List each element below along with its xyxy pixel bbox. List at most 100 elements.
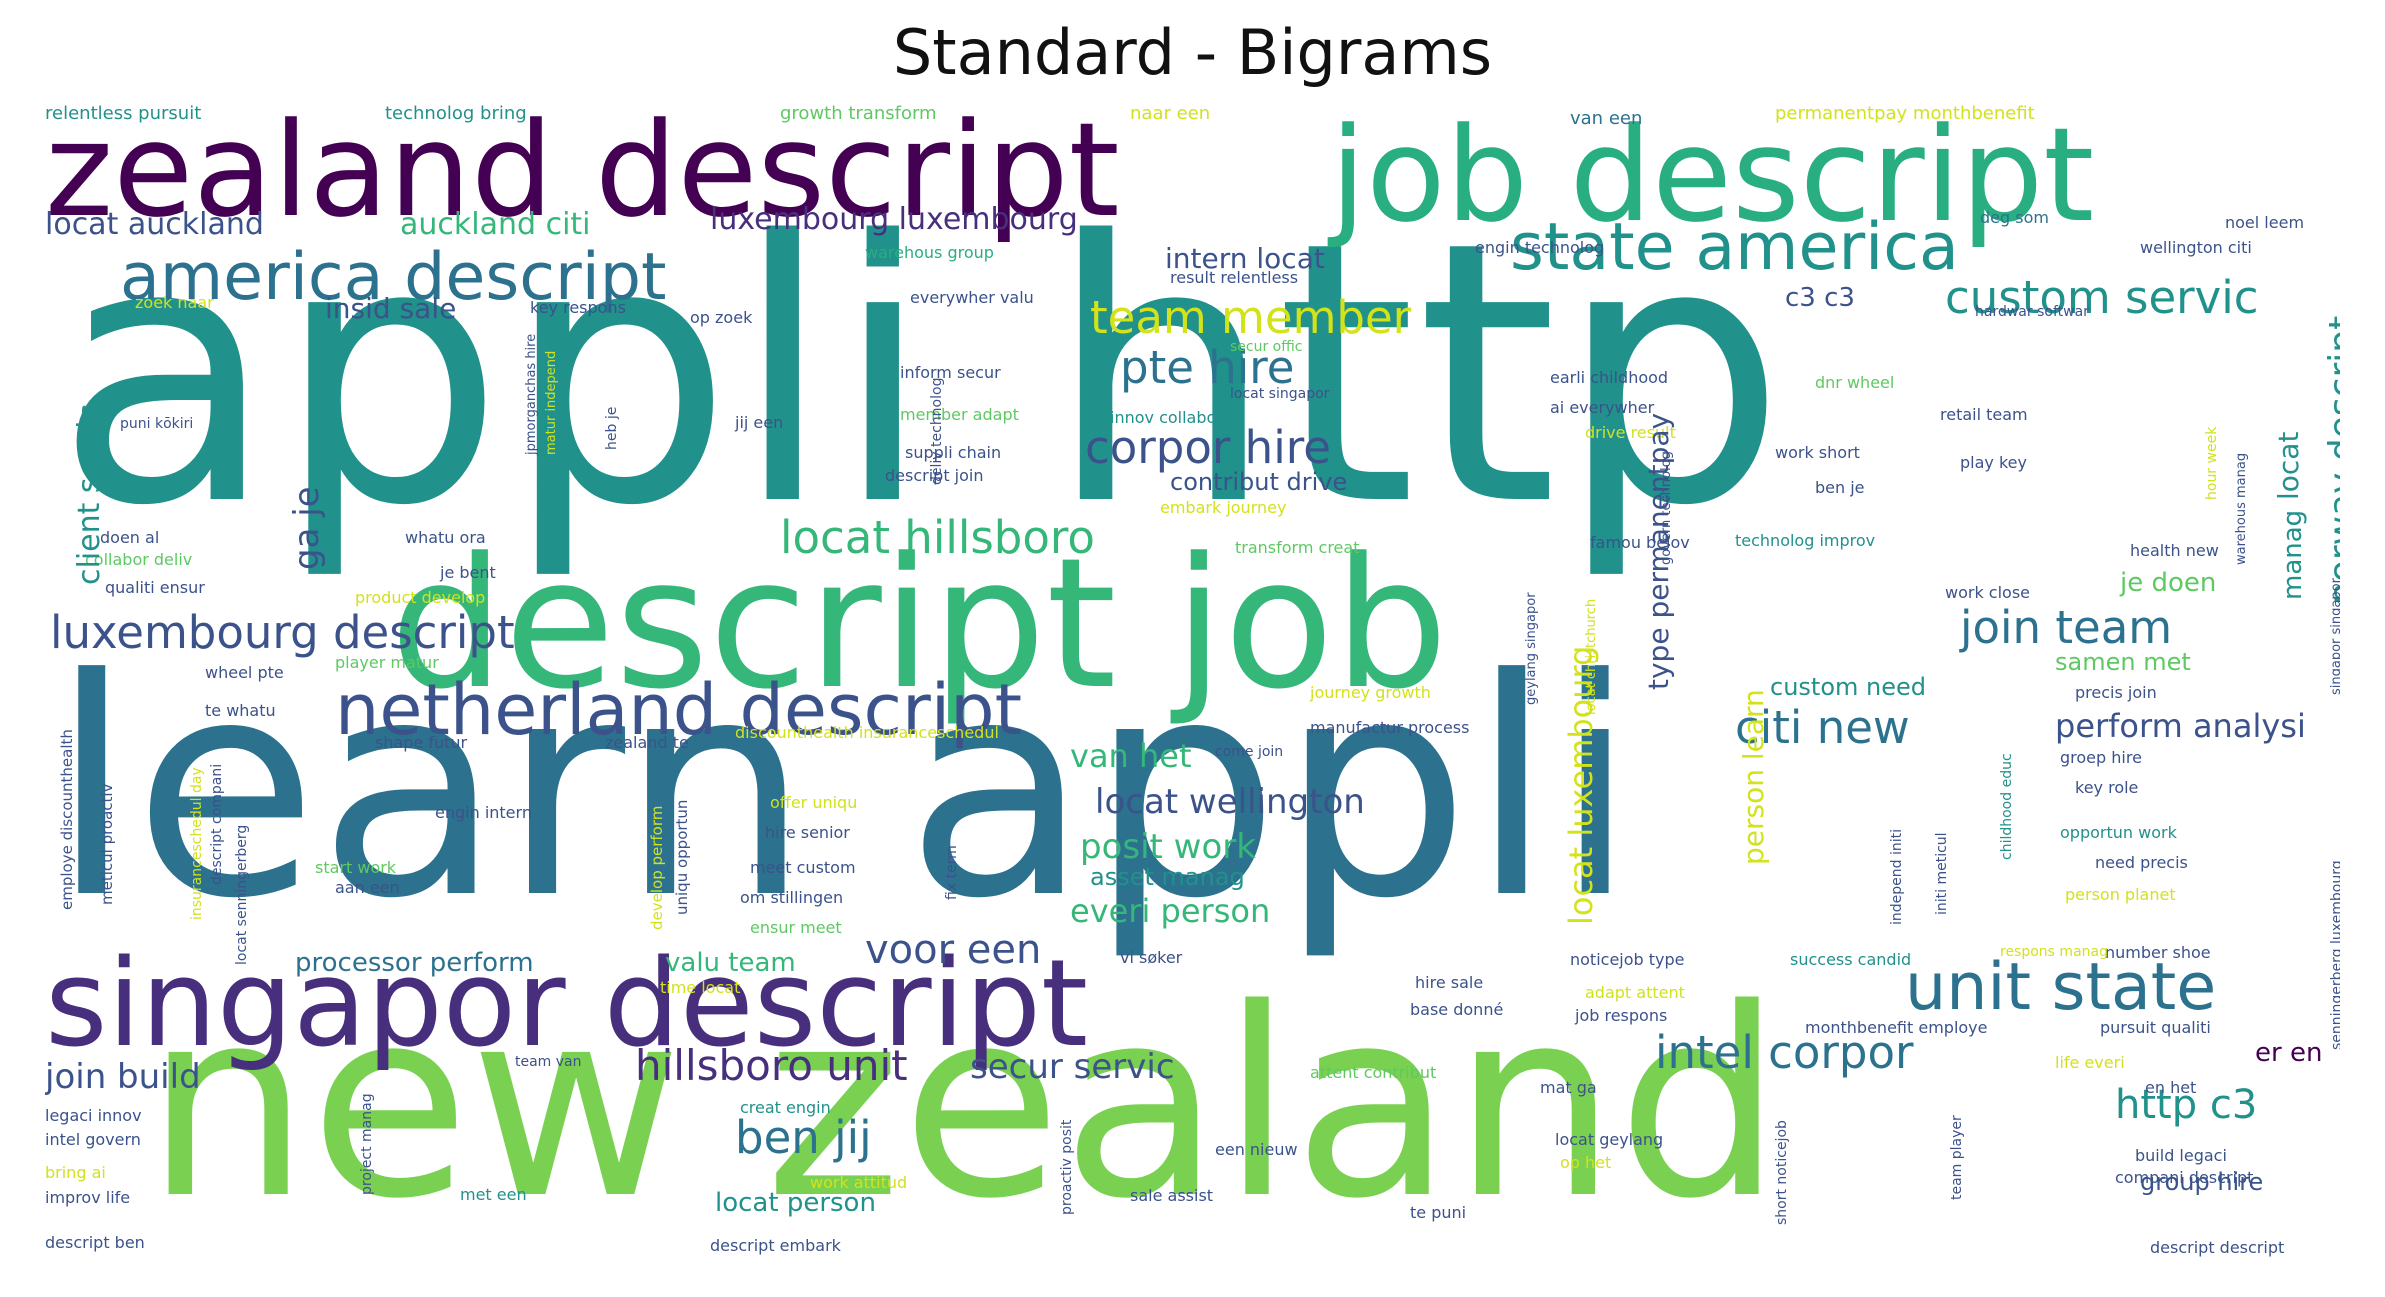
word-cloud-term: job respons [1575, 1006, 1668, 1025]
word-cloud-term: everi person [1070, 892, 1271, 930]
word-cloud-term: engin technolog [1475, 238, 1605, 257]
word-cloud-term: custom servic [1945, 271, 2259, 324]
word-cloud-term: shape futur [375, 733, 468, 752]
word-cloud-term: descript compani [209, 763, 225, 885]
word-cloud-term: employe discounthealth [58, 729, 76, 910]
word-cloud-term: pte hire [1120, 341, 1295, 394]
word-cloud-term: short noticejob [1774, 1120, 1790, 1225]
word-cloud-term: posit work [1080, 827, 1256, 867]
word-cloud-term: number shoe [2105, 943, 2211, 962]
word-cloud-term: senningerberg luxembourg [2329, 860, 2340, 1050]
word-cloud-term: sale assist [1130, 1186, 1214, 1205]
word-cloud-term: locat senningerberg [234, 824, 250, 965]
word-cloud-term: zealand descript [45, 95, 1120, 246]
word-cloud-term: play key [1960, 453, 2027, 472]
word-cloud-term: success candid [1790, 950, 1912, 969]
word-cloud-term: netherland descript [335, 669, 1023, 751]
word-cloud-term: groep hire [2060, 748, 2142, 767]
word-cloud-term: puni kōkiri [120, 416, 194, 432]
word-cloud-term: build legaci [2135, 1146, 2227, 1165]
word-cloud-term: perform analysi [2055, 707, 2306, 745]
word-cloud-term: embark journey [1160, 498, 1287, 517]
word-cloud-term: geylang singapor [1524, 592, 1539, 705]
word-cloud-term: result relentless [1170, 268, 1299, 287]
word-cloud-term: singapor singapor [2329, 578, 2340, 695]
word-cloud-term: en het [2145, 1078, 2197, 1097]
word-cloud-term: vi søker [1120, 948, 1183, 967]
word-cloud-term: meet custom [750, 858, 856, 877]
word-cloud-term: intel govern [45, 1130, 141, 1149]
word-cloud-term: everywher valu [910, 288, 1034, 307]
word-cloud-term: locat hillsboro [780, 511, 1095, 564]
word-cloud-term: base donné [1410, 1000, 1504, 1019]
word-cloud-term: asset manag [1090, 863, 1245, 891]
word-cloud-term: state america [1510, 210, 1959, 285]
word-cloud-term: valu team [665, 948, 796, 978]
word-cloud-term: matur independ [544, 350, 559, 455]
word-cloud-term: adapt attent [1585, 983, 1685, 1002]
word-cloud-term: er en [2255, 1038, 2323, 1068]
word-cloud-term: naar een [1130, 103, 1211, 124]
word-cloud-term: time locat [660, 978, 741, 997]
word-cloud-term: deg som [1980, 208, 2049, 227]
word-cloud-term: hire senior [765, 823, 850, 842]
word-cloud-term: fix term [944, 845, 960, 900]
word-cloud-term: new zealand [145, 954, 1783, 1256]
word-cloud-term: team player [1949, 1115, 1965, 1200]
word-cloud-term: project manag [359, 1093, 375, 1195]
word-cloud-term: improv life [45, 1188, 131, 1207]
word-cloud-term: mat ga [1540, 1078, 1597, 1097]
word-cloud-term: innov collabor [1110, 408, 1223, 427]
word-cloud-term: retail team [1940, 405, 2028, 424]
word-cloud-term: van een [1570, 108, 1643, 129]
word-cloud-term: team member [1090, 291, 1412, 344]
word-cloud-term: appli http [55, 165, 1787, 584]
word-cloud-term: drive result [1585, 423, 1676, 442]
word-cloud-term: key role [2075, 778, 2139, 797]
word-cloud-term: ai everywher [1550, 398, 1655, 417]
word-cloud-term: work close [1945, 583, 2031, 602]
word-cloud-term: health new [2130, 541, 2219, 560]
word-cloud-term: player matur [335, 653, 439, 672]
word-cloud-term: ben jij [735, 1111, 872, 1164]
word-cloud-term: inform secur [900, 363, 1001, 382]
word-cloud-term: heb je [604, 406, 620, 450]
word-cloud-term: client servic [72, 404, 107, 585]
word-cloud-term: hardwar softwar [1975, 304, 2089, 320]
word-cloud: appli http learn appli new zealand descript… [45, 95, 2340, 1270]
word-cloud-term: te whatu [205, 701, 276, 720]
chart-title: Standard - Bigrams [892, 16, 1493, 89]
word-cloud-term: secur servic [970, 1047, 1175, 1087]
word-cloud-term: permanentpay monthbenefit [1775, 103, 2035, 124]
word-cloud-term: locat auckland [45, 207, 264, 242]
word-cloud-term: te puni [1410, 1203, 1467, 1222]
word-cloud-term: offer uniqu [770, 793, 858, 812]
word-cloud-term: luxembourg descript [50, 606, 515, 659]
word-cloud-term: locat wellington [1095, 782, 1365, 822]
word-cloud-term: proactiv posit [1059, 1119, 1075, 1215]
word-cloud-term: learn appli [50, 615, 1637, 964]
word-cloud-term: je bent [440, 563, 496, 582]
word-cloud-term: suppli chain [905, 443, 1002, 462]
word-cloud-term: team van [515, 1054, 582, 1070]
word-cloud-term: group hire [2140, 1168, 2264, 1196]
word-cloud-term: intern locat [1165, 242, 1325, 275]
word-cloud-term: descript descript [2150, 1238, 2285, 1257]
word-cloud-term: doen al [100, 528, 160, 547]
word-cloud-term: monthbenefit employe [1805, 1018, 1988, 1037]
word-cloud-term: met een [460, 1185, 527, 1204]
word-cloud-term: custom need [1770, 673, 1926, 701]
word-cloud-term: collabor deliv [85, 550, 193, 569]
word-cloud-term: processor perform [295, 948, 534, 978]
word-cloud-term: singapor descript [45, 935, 1089, 1074]
word-cloud-term: descript embark [710, 1236, 841, 1255]
word-cloud-term: member adapt [900, 405, 1019, 424]
word-cloud-term: hour week [2204, 426, 2220, 500]
word-cloud-term: om stillingen [740, 888, 844, 907]
word-cloud-term: meticul proactiv [98, 783, 116, 905]
word-cloud-term: manufactur process [1310, 718, 1470, 737]
word-cloud-term: life everi [2055, 1053, 2125, 1072]
word-cloud-term: develop perform [648, 805, 666, 930]
word-cloud-term: join team [1960, 601, 2173, 654]
word-cloud-term: opportun work [2060, 823, 2177, 842]
